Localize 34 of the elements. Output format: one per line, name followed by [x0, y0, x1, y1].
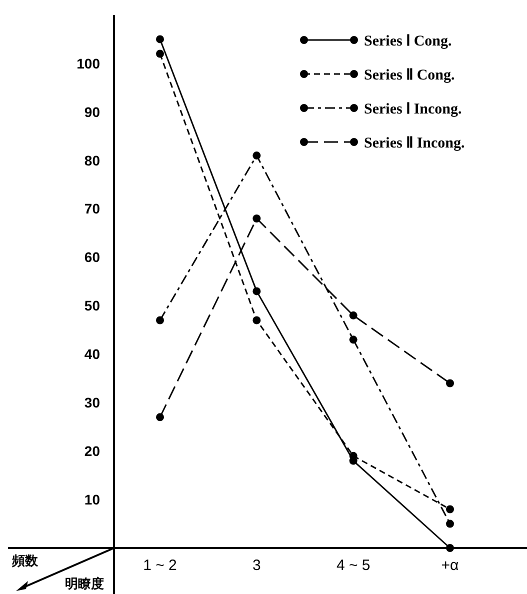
x-tick-label: 1 ~ 2 — [143, 557, 177, 574]
y-tick-label: 100 — [76, 55, 100, 72]
x-tick-label: 4 ~ 5 — [336, 557, 370, 574]
legend-label: Series Ⅱ Cong. — [364, 67, 455, 84]
point — [252, 152, 261, 160]
y-tick-label: 80 — [84, 152, 100, 168]
point — [252, 287, 261, 296]
y-tick-label: 90 — [84, 104, 100, 120]
legend-label: Series Ⅰ Incong. — [364, 101, 462, 118]
legend-label: Series Ⅰ Cong. — [364, 33, 452, 50]
legend-label: Series Ⅱ Incong. — [364, 135, 465, 152]
x-axis-title: 明瞭度 — [65, 576, 104, 591]
y-tick-label: 60 — [84, 249, 100, 266]
y-tick-label: 40 — [84, 346, 100, 362]
y-tick-label: 50 — [84, 298, 100, 314]
point — [156, 35, 164, 44]
point — [156, 316, 164, 324]
y-tick-label: 30 — [84, 394, 100, 411]
y-tick-label: 20 — [84, 442, 100, 459]
y-axis-title: 頻数 — [11, 553, 39, 568]
x-tick-label: +α — [441, 557, 460, 574]
point — [446, 379, 454, 388]
point — [446, 505, 454, 514]
point — [349, 336, 358, 344]
point — [446, 520, 454, 528]
y-tick-label: 70 — [84, 200, 100, 217]
y-tick-label: 10 — [84, 491, 100, 508]
x-tick-label: 3 — [252, 557, 261, 574]
point — [349, 311, 358, 320]
point — [252, 214, 261, 223]
point — [252, 316, 261, 324]
point — [446, 544, 454, 552]
point — [156, 413, 164, 422]
point — [156, 50, 164, 58]
